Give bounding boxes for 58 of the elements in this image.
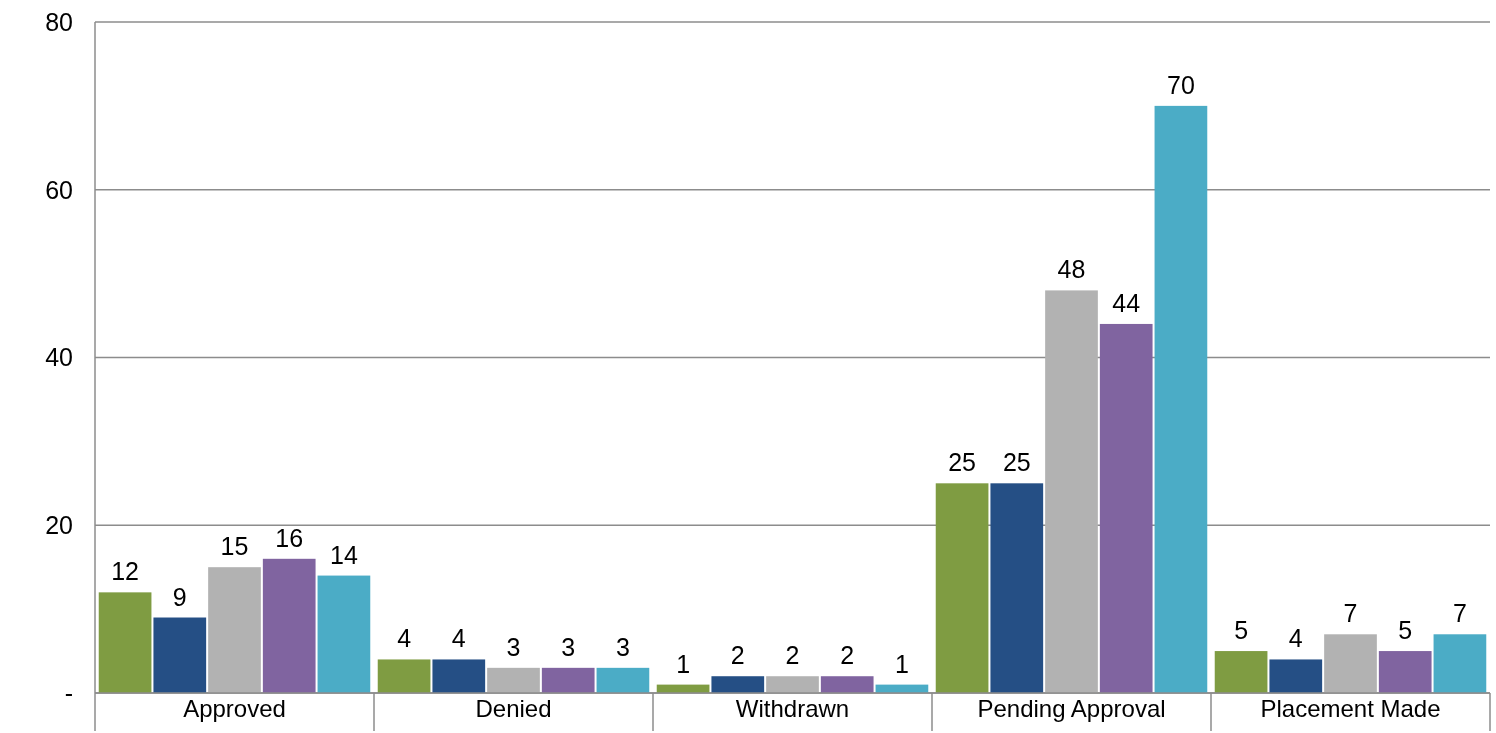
- bar: [990, 483, 1044, 693]
- y-tick-label: 20: [45, 511, 73, 539]
- bar: [766, 676, 819, 693]
- bar: [541, 667, 595, 693]
- data-label: 4: [1288, 624, 1303, 653]
- bar: [317, 575, 371, 693]
- data-label: 25: [1002, 448, 1031, 477]
- data-label: 5: [1234, 616, 1249, 645]
- x-tick-label: Withdrawn: [735, 695, 850, 722]
- bar: [98, 592, 152, 693]
- x-tick-label: Approved: [183, 695, 286, 722]
- bar: [1099, 323, 1153, 693]
- data-label: 3: [506, 632, 521, 661]
- bar: [820, 676, 874, 693]
- data-label: 4: [451, 624, 466, 653]
- data-label: 2: [840, 641, 855, 670]
- data-label: 7: [1452, 599, 1467, 628]
- x-tick-label: Placement Made: [1260, 695, 1441, 722]
- y-tick-label: -: [64, 678, 73, 707]
- data-label: 1: [676, 649, 691, 678]
- bar: [1433, 634, 1487, 693]
- y-tick-label: 60: [45, 175, 73, 204]
- bar: [377, 659, 431, 693]
- data-label: 5: [1398, 616, 1413, 645]
- bar: [432, 659, 486, 693]
- y-tick-label: 80: [45, 7, 73, 36]
- bar: [153, 617, 207, 693]
- data-label: 2: [730, 641, 745, 670]
- bar: [1378, 651, 1432, 693]
- bar: [1269, 659, 1323, 693]
- data-label: 4: [397, 624, 412, 653]
- bar: [1214, 651, 1268, 693]
- data-label: 12: [111, 557, 139, 586]
- x-tick-label: Denied: [475, 695, 552, 722]
- bar: [596, 667, 650, 693]
- data-label: 44: [1112, 288, 1141, 317]
- data-label: 16: [275, 523, 304, 552]
- data-label: 3: [561, 632, 576, 661]
- bar: [262, 558, 316, 693]
- bar: [1324, 634, 1377, 693]
- bar: [1154, 105, 1208, 693]
- data-label: 70: [1167, 70, 1195, 99]
- data-label: 14: [330, 540, 358, 569]
- data-label: 7: [1343, 599, 1358, 628]
- bar: [935, 483, 989, 693]
- bar: [487, 667, 540, 693]
- data-label: 48: [1057, 255, 1086, 284]
- bar: [208, 567, 261, 693]
- bar: [1045, 290, 1098, 693]
- data-label: 2: [785, 641, 800, 670]
- data-label: 25: [948, 448, 976, 477]
- data-label: 3: [615, 632, 630, 661]
- bar: [711, 676, 765, 693]
- data-label: 1: [894, 649, 909, 678]
- data-label: 15: [220, 532, 249, 561]
- x-tick-label: Pending Approval: [977, 695, 1166, 722]
- data-label: 9: [172, 582, 187, 611]
- y-tick-label: 40: [45, 343, 73, 372]
